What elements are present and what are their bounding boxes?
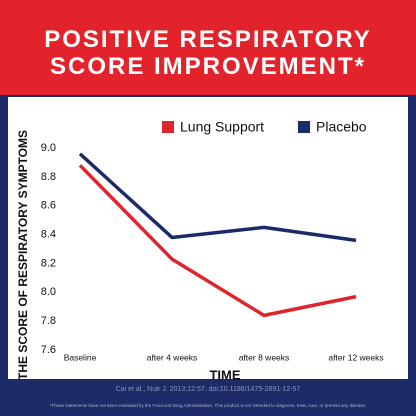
legend-label: Lung Support xyxy=(180,119,264,135)
y-tick-label: 7.6 xyxy=(41,344,56,356)
y-tick-label: 8.4 xyxy=(41,228,56,240)
y-tick-label: 8.6 xyxy=(41,200,56,212)
source: Cai et al., Nutr J. 2013;12:57. doi:10.1… xyxy=(115,386,301,393)
title-banner: POSITIVE RESPIRATORY SCORE IMPROVEMENT* xyxy=(0,0,416,95)
x-tick-label: Baseline xyxy=(64,352,97,362)
x-tick-label: after 8 weeks xyxy=(239,352,290,362)
series-line xyxy=(78,164,357,318)
series-line xyxy=(78,152,357,243)
y-axis-label: THE SCORE OF RESPIRATORY SYMPTOMS xyxy=(16,130,30,380)
legend-label: Placebo xyxy=(316,119,367,135)
x-tick-label: after 4 weeks xyxy=(147,352,198,362)
chart-title: POSITIVE RESPIRATORY SCORE IMPROVEMENT* xyxy=(44,26,372,80)
x-axis-label: TIME xyxy=(209,367,240,382)
y-tick-label: 8.0 xyxy=(41,286,56,298)
footnote: *These statements have not been evaluate… xyxy=(49,403,367,408)
y-tick-label: 7.8 xyxy=(41,315,56,327)
legend-swatch xyxy=(162,121,174,133)
y-tick-label: 9.0 xyxy=(41,142,56,154)
y-tick-label: 8.8 xyxy=(41,171,56,183)
x-tick-label: after 12 weeks xyxy=(328,352,383,362)
legend-swatch xyxy=(298,121,310,133)
y-tick-label: 8.2 xyxy=(41,257,56,269)
